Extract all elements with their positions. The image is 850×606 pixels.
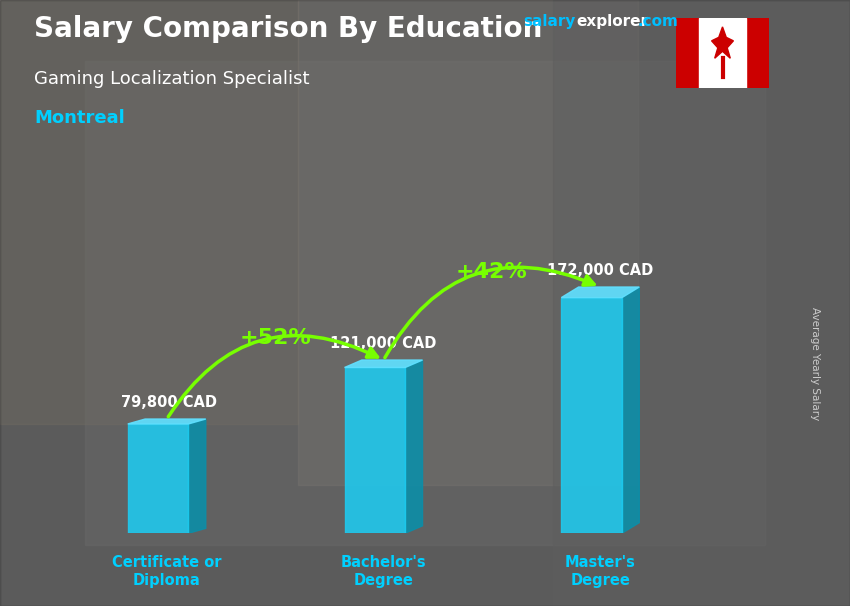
Bar xyxy=(746,18,769,88)
Bar xyxy=(552,0,850,606)
Text: Master's
Degree: Master's Degree xyxy=(565,555,636,588)
Text: Certificate or
Diploma: Certificate or Diploma xyxy=(112,555,222,588)
Text: explorer: explorer xyxy=(576,14,649,29)
Polygon shape xyxy=(128,419,206,424)
Text: Gaming Localization Specialist: Gaming Localization Specialist xyxy=(34,70,309,88)
Bar xyxy=(561,298,622,533)
Bar xyxy=(676,18,699,88)
Text: .com: .com xyxy=(638,14,678,29)
Bar xyxy=(344,367,405,533)
Polygon shape xyxy=(344,360,422,367)
Polygon shape xyxy=(711,27,734,58)
Text: Salary Comparison By Education: Salary Comparison By Education xyxy=(34,15,542,43)
Bar xyxy=(699,18,746,88)
Text: 172,000 CAD: 172,000 CAD xyxy=(547,262,654,278)
Polygon shape xyxy=(561,287,639,298)
Text: 79,800 CAD: 79,800 CAD xyxy=(121,395,217,410)
Polygon shape xyxy=(405,360,422,533)
Polygon shape xyxy=(622,287,639,533)
Polygon shape xyxy=(189,419,206,533)
Bar xyxy=(298,0,638,485)
Text: +52%: +52% xyxy=(239,328,311,348)
Text: 121,000 CAD: 121,000 CAD xyxy=(331,336,437,351)
Bar xyxy=(85,61,765,545)
Text: salary: salary xyxy=(523,14,575,29)
Bar xyxy=(0,0,298,424)
Text: Average Yearly Salary: Average Yearly Salary xyxy=(810,307,820,420)
Text: Bachelor's
Degree: Bachelor's Degree xyxy=(341,555,427,588)
Text: +42%: +42% xyxy=(456,262,528,282)
Text: Montreal: Montreal xyxy=(34,109,125,127)
Bar xyxy=(128,424,189,533)
